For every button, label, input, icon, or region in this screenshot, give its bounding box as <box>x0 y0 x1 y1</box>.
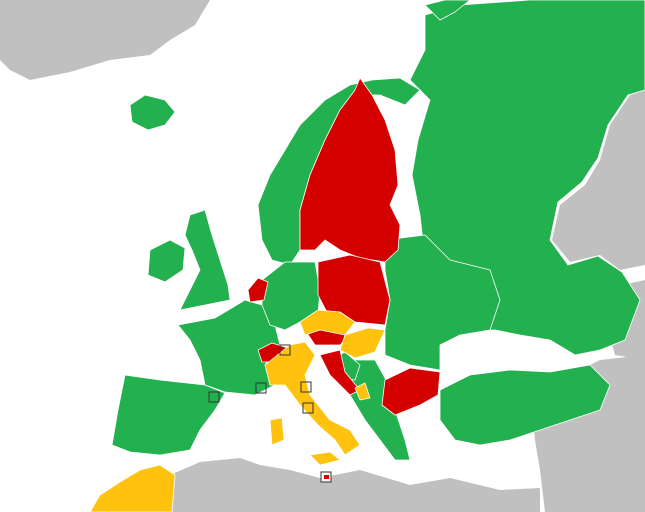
microstate-boxes <box>208 344 332 483</box>
vatican-box <box>302 402 314 414</box>
slovenia <box>354 382 371 401</box>
morocco <box>89 464 176 512</box>
iberia <box>111 374 226 456</box>
iceland <box>129 94 176 131</box>
czech-slovakia <box>299 309 356 336</box>
greenland <box>0 0 210 80</box>
romania-bulgaria <box>381 367 441 416</box>
red-countries <box>247 77 441 416</box>
north-africa <box>170 458 540 512</box>
hungary <box>339 327 386 359</box>
uk <box>179 209 231 311</box>
poland <box>317 254 391 326</box>
asia <box>552 90 645 270</box>
arctic-islands <box>424 0 471 21</box>
sardinia <box>269 417 285 446</box>
italy <box>264 341 361 456</box>
yellow-countries <box>89 309 386 512</box>
ireland <box>147 239 186 283</box>
malta <box>324 475 329 479</box>
liechtenstein-box <box>279 344 291 356</box>
andorra-box <box>208 391 220 403</box>
netherlands <box>247 277 269 303</box>
monaco-box <box>255 382 267 394</box>
green-countries <box>111 0 645 461</box>
norway <box>257 77 421 266</box>
sweden-finland <box>299 77 401 263</box>
turkey <box>439 364 611 446</box>
san-marino-box <box>300 381 312 393</box>
sicily <box>309 451 341 466</box>
